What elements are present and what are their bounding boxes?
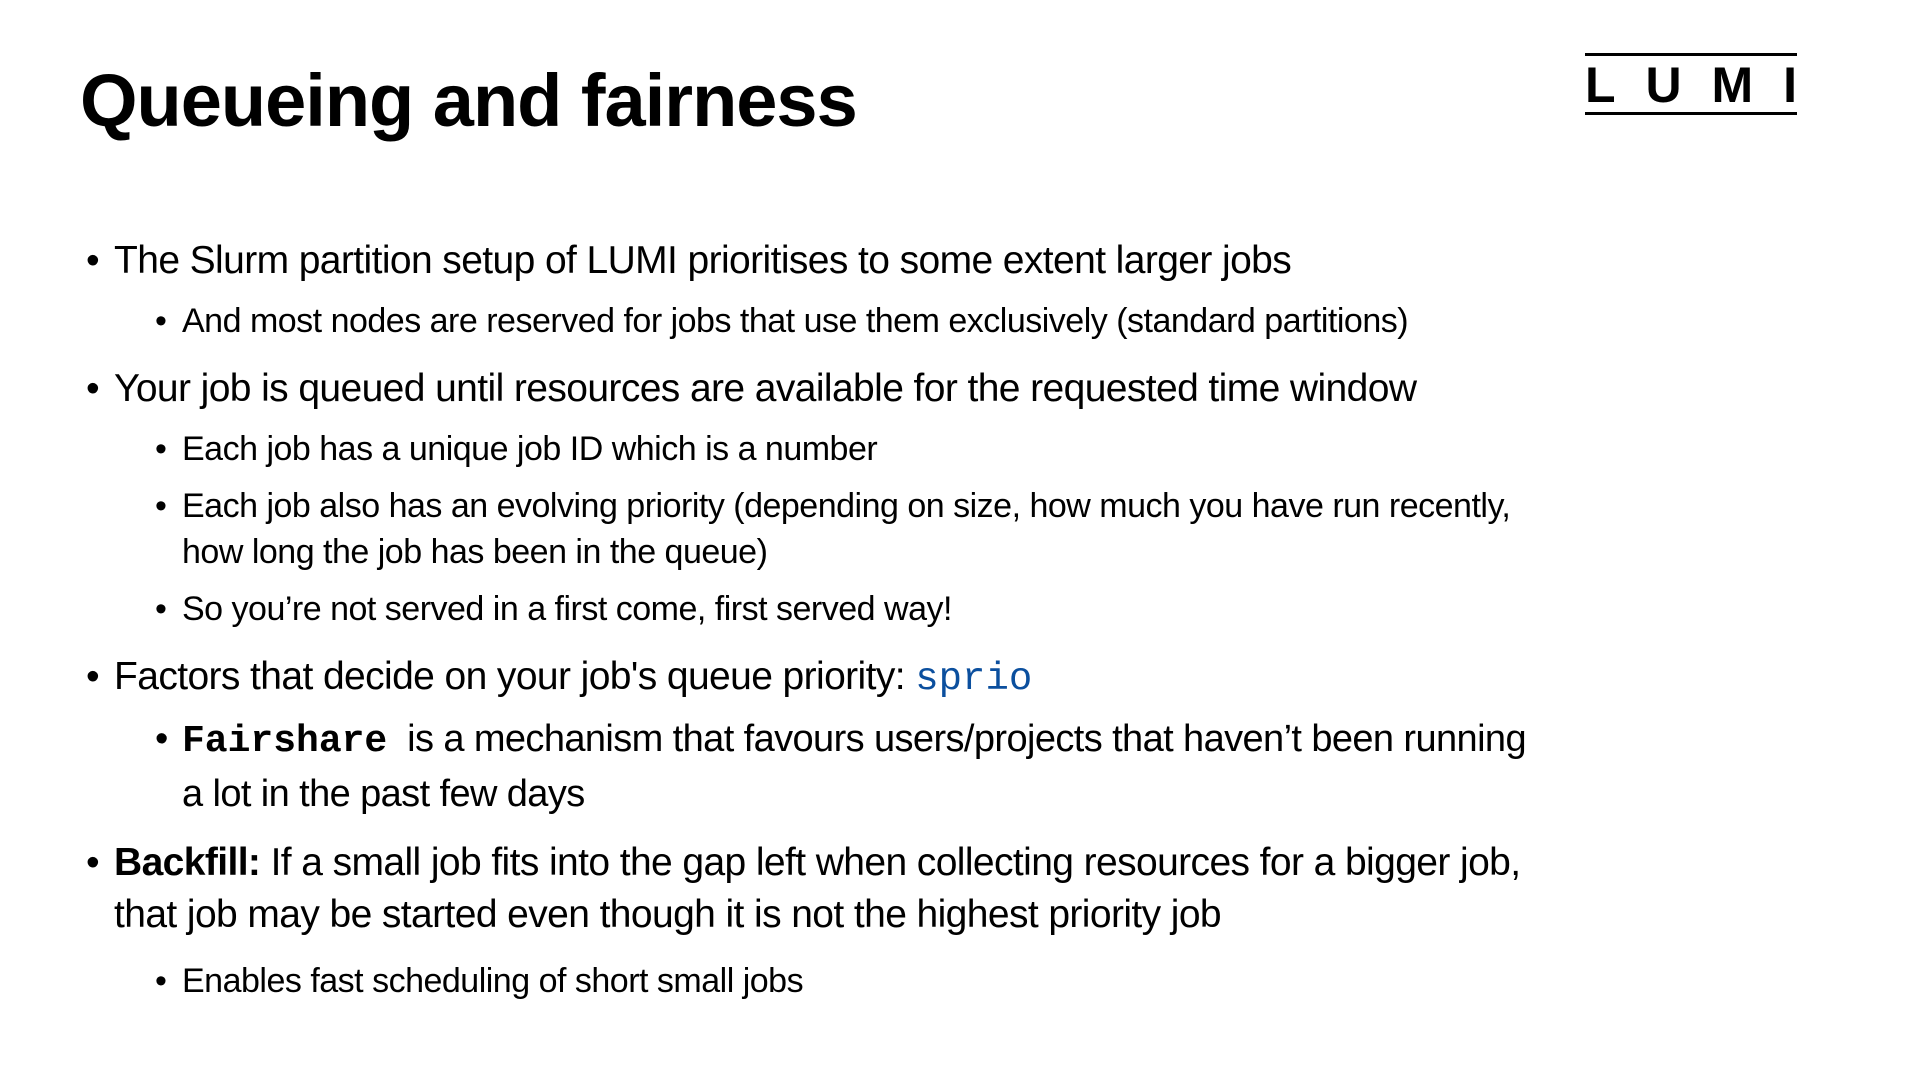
bullet-text: Each job also has an evolving priority (…	[182, 483, 1511, 575]
backfill-term: Backfill:	[114, 841, 261, 884]
bullet-line: Backfill: If a small job fits into the g…	[114, 837, 1521, 889]
bullet-icon: •	[86, 367, 100, 410]
bullet-text: The Slurm partition setup of LUMI priori…	[114, 239, 1292, 282]
bullet-text: Backfill: If a small job fits into the g…	[114, 837, 1521, 941]
bullet-icon: •	[86, 841, 100, 884]
fairshare-term: Fairshare	[182, 720, 388, 763]
bullet-line-text: If a small job fits into the gap left wh…	[260, 841, 1522, 884]
bullet-icon: •	[86, 655, 100, 698]
logo-letter: L	[1585, 57, 1616, 113]
bullet-line: Fairshare is a mechanism that favours us…	[182, 713, 1527, 768]
sub-bullet-item: • Each job has a unique job ID which is …	[155, 426, 878, 472]
sub-bullet-item: • So you’re not served in a first come, …	[155, 586, 952, 632]
slide-title: Queueing and fairness	[80, 59, 858, 142]
bullet-icon: •	[155, 430, 167, 468]
bullet-icon: •	[155, 302, 167, 340]
logo-top-rule	[1585, 53, 1797, 56]
bullet-item: • Backfill: If a small job fits into the…	[86, 837, 1521, 941]
bullet-icon: •	[155, 962, 167, 1000]
bullet-item: • Factors that decide on your job's queu…	[86, 651, 1032, 705]
bullet-text: And most nodes are reserved for jobs tha…	[182, 302, 1409, 340]
bullet-icon: •	[155, 718, 168, 760]
bullet-line: a lot in the past few days	[182, 773, 585, 815]
bullet-text: Enables fast scheduling of short small j…	[182, 962, 804, 1000]
logo-letter: I	[1783, 57, 1797, 113]
logo-bottom-rule	[1585, 112, 1797, 115]
bullet-line: Each job also has an evolving priority (…	[182, 487, 1511, 525]
logo-letter: M	[1711, 57, 1754, 113]
logo-letter: U	[1645, 57, 1682, 113]
bullet-icon: •	[86, 239, 100, 282]
sub-bullet-item: • And most nodes are reserved for jobs t…	[155, 298, 1409, 344]
sub-bullet-item: • Fairshare is a mechanism that favours …	[155, 713, 1527, 821]
logo-letters: L U M I	[1585, 59, 1797, 111]
bullet-prefix: Factors that decide on your job's queue …	[114, 655, 916, 698]
bullet-text: Your job is queued until resources are a…	[114, 367, 1417, 410]
bullet-icon: •	[155, 487, 167, 525]
bullet-item: • Your job is queued until resources are…	[86, 363, 1417, 415]
sub-bullet-item: • Enables fast scheduling of short small…	[155, 958, 804, 1004]
sprio-command: sprio	[915, 657, 1033, 701]
bullet-text: So you’re not served in a first come, fi…	[182, 590, 952, 628]
sub-bullet-item: • Each job also has an evolving priority…	[155, 483, 1511, 575]
bullet-text: Each job has a unique job ID which is a …	[182, 430, 878, 468]
bullet-text: Fairshare is a mechanism that favours us…	[182, 713, 1527, 821]
bullet-icon: •	[155, 590, 167, 628]
bullet-line: how long the job has been in the queue)	[182, 533, 768, 571]
bullet-line: that job may be started even though it i…	[114, 893, 1222, 936]
lumi-logo: L U M I	[1585, 53, 1797, 115]
bullet-text: Factors that decide on your job's queue …	[114, 651, 1032, 705]
bullet-item: • The Slurm partition setup of LUMI prio…	[86, 235, 1292, 287]
bullet-line-text: is a mechanism that favours users/projec…	[387, 718, 1526, 760]
